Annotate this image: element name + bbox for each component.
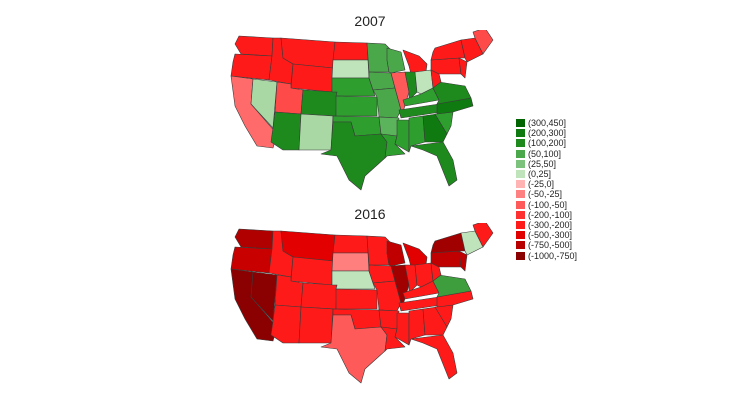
region-wa bbox=[234, 228, 274, 250]
us-map-2016 bbox=[230, 223, 494, 384]
legend-item: (50,100] bbox=[516, 149, 577, 159]
map-title-2007: 2007 bbox=[354, 13, 386, 29]
region-ms bbox=[394, 312, 410, 346]
region-ne-us bbox=[460, 37, 484, 63]
region-ne-us bbox=[460, 230, 484, 256]
legend-item: (-200,-100] bbox=[516, 210, 577, 220]
legend-swatch bbox=[516, 129, 525, 138]
region-nm bbox=[298, 113, 334, 151]
region-me bbox=[472, 223, 494, 248]
region-co bbox=[300, 282, 338, 310]
legend-item: (-100,-50] bbox=[516, 200, 577, 210]
legend-label: (-300,-200] bbox=[528, 219, 573, 230]
region-nj bbox=[458, 250, 468, 272]
region-wi bbox=[386, 47, 406, 74]
legend-label: (0,25] bbox=[528, 169, 552, 180]
legend-item: (25,50] bbox=[516, 159, 577, 169]
region-co bbox=[300, 89, 338, 117]
region-nj bbox=[458, 57, 468, 79]
region-or bbox=[230, 246, 273, 274]
legend-swatch bbox=[516, 159, 525, 168]
region-nd bbox=[332, 41, 369, 61]
region-ar bbox=[378, 309, 400, 330]
legend: (300,450] (200,300] (100,200] (50,100] (25,5… bbox=[516, 118, 577, 261]
region-wy bbox=[290, 256, 334, 286]
us-map-2007 bbox=[230, 30, 494, 191]
region-ne bbox=[331, 270, 376, 290]
region-or bbox=[230, 53, 273, 81]
legend-swatch bbox=[516, 220, 525, 229]
legend-label: (-25,0] bbox=[528, 179, 555, 190]
region-pa bbox=[430, 250, 462, 268]
region-wi bbox=[386, 240, 406, 267]
region-ks bbox=[335, 288, 378, 310]
region-ia bbox=[368, 264, 396, 284]
legend-label: (100,200] bbox=[528, 138, 567, 149]
region-in bbox=[404, 71, 418, 101]
region-ny bbox=[430, 39, 466, 61]
region-tx bbox=[320, 314, 388, 384]
legend-swatch bbox=[516, 149, 525, 158]
region-fl bbox=[410, 334, 458, 380]
legend-swatch bbox=[516, 200, 525, 209]
legend-swatch bbox=[516, 180, 525, 189]
legend-label: (200,300] bbox=[528, 128, 567, 139]
legend-swatch bbox=[516, 241, 525, 250]
region-az bbox=[270, 304, 302, 344]
legend-item: (-500,-300] bbox=[516, 230, 577, 240]
region-ms bbox=[394, 119, 410, 153]
legend-item: (-25,0] bbox=[516, 179, 577, 189]
region-sd bbox=[331, 59, 370, 79]
map-title-2016: 2016 bbox=[354, 206, 386, 222]
legend-swatch bbox=[516, 170, 525, 179]
region-ne bbox=[331, 77, 376, 97]
legend-item: (300,450] bbox=[516, 118, 577, 128]
region-tx bbox=[320, 121, 388, 191]
region-ia bbox=[368, 71, 396, 91]
legend-label: (25,50] bbox=[528, 158, 557, 169]
region-al bbox=[408, 308, 426, 346]
legend-item: (-750,-500] bbox=[516, 240, 577, 250]
legend-swatch bbox=[516, 139, 525, 148]
legend-label: (-100,-50] bbox=[528, 199, 568, 210]
legend-item: (100,200] bbox=[516, 138, 577, 148]
region-nd bbox=[332, 234, 369, 254]
region-ks bbox=[335, 95, 378, 117]
region-ga bbox=[422, 113, 448, 143]
region-sd bbox=[331, 252, 370, 272]
region-in bbox=[404, 264, 418, 294]
legend-label: (-50,-25] bbox=[528, 189, 563, 200]
legend-label: (-1000,-750] bbox=[528, 250, 578, 261]
legend-item: (0,25] bbox=[516, 169, 577, 179]
legend-swatch bbox=[516, 210, 525, 219]
legend-item: (200,300] bbox=[516, 128, 577, 138]
region-ga bbox=[422, 306, 448, 336]
region-ny bbox=[430, 232, 466, 254]
region-me bbox=[472, 30, 494, 55]
legend-item: (-50,-25] bbox=[516, 189, 577, 199]
region-al bbox=[408, 115, 426, 153]
region-az bbox=[270, 111, 302, 151]
region-pa bbox=[430, 57, 462, 75]
legend-label: (-200,-100] bbox=[528, 209, 573, 220]
legend-label: (-500,-300] bbox=[528, 230, 573, 241]
legend-swatch bbox=[516, 251, 525, 260]
legend-item: (-300,-200] bbox=[516, 220, 577, 230]
legend-item: (-1000,-750] bbox=[516, 250, 578, 261]
legend-label: (-750,-500] bbox=[528, 240, 573, 251]
legend-label: (50,100] bbox=[528, 148, 562, 159]
region-nm bbox=[298, 306, 334, 344]
region-wa bbox=[234, 35, 274, 57]
legend-swatch bbox=[516, 190, 525, 199]
region-fl bbox=[410, 141, 458, 187]
legend-swatch bbox=[516, 231, 525, 240]
region-wy bbox=[290, 63, 334, 93]
legend-label: (300,450] bbox=[528, 118, 567, 129]
region-ar bbox=[378, 116, 400, 137]
legend-swatch bbox=[516, 119, 525, 128]
